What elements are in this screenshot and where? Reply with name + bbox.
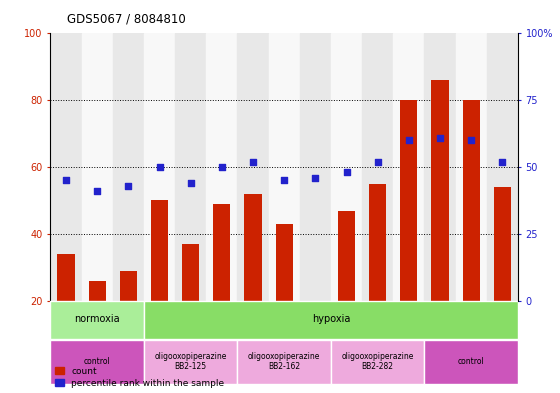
Point: [249, 158, 258, 165]
Bar: [494, 187, 511, 301]
Bar: [393, 33, 424, 301]
Bar: [369, 184, 386, 301]
Bar: [82, 33, 113, 301]
Bar: [151, 200, 168, 301]
Bar: [276, 224, 293, 301]
Bar: [487, 33, 518, 301]
Point: [467, 137, 476, 143]
Text: hypoxia: hypoxia: [312, 314, 350, 324]
Bar: [88, 281, 106, 301]
Bar: [144, 301, 518, 339]
Bar: [269, 33, 300, 301]
Bar: [175, 33, 206, 301]
Point: [62, 177, 71, 184]
Bar: [50, 33, 82, 301]
Point: [124, 183, 133, 189]
Text: oligooxopiperazine
BB2-162: oligooxopiperazine BB2-162: [248, 352, 320, 371]
Point: [498, 158, 507, 165]
Point: [342, 169, 351, 176]
Bar: [206, 33, 237, 301]
Bar: [50, 301, 144, 339]
Bar: [113, 33, 144, 301]
Bar: [144, 33, 175, 301]
Bar: [331, 340, 424, 384]
Text: oligooxopiperazine
BB2-125: oligooxopiperazine BB2-125: [155, 352, 227, 371]
Text: normoxia: normoxia: [74, 314, 120, 324]
Point: [279, 177, 289, 184]
Bar: [58, 254, 74, 301]
Bar: [144, 340, 237, 384]
Bar: [432, 80, 449, 301]
Bar: [120, 271, 137, 301]
Legend: count, percentile rank within the sample: count, percentile rank within the sample: [55, 367, 225, 387]
Point: [155, 164, 164, 170]
Bar: [338, 211, 355, 301]
Bar: [424, 340, 518, 384]
Point: [373, 158, 382, 165]
Text: oligooxopiperazine
BB2-282: oligooxopiperazine BB2-282: [342, 352, 414, 371]
Point: [311, 174, 320, 181]
Point: [92, 188, 102, 194]
Bar: [400, 100, 417, 301]
Point: [217, 164, 226, 170]
Bar: [182, 244, 199, 301]
Point: [404, 137, 413, 143]
Bar: [50, 340, 144, 384]
Bar: [424, 33, 456, 301]
Text: control: control: [458, 357, 484, 366]
Bar: [300, 33, 331, 301]
Bar: [456, 33, 487, 301]
Bar: [362, 33, 393, 301]
Point: [436, 134, 445, 141]
Bar: [237, 33, 269, 301]
Text: control: control: [84, 357, 110, 366]
Bar: [463, 100, 480, 301]
Point: [186, 180, 195, 186]
Text: GDS5067 / 8084810: GDS5067 / 8084810: [67, 13, 186, 26]
Bar: [213, 204, 230, 301]
Bar: [237, 340, 331, 384]
Bar: [331, 33, 362, 301]
Bar: [245, 194, 262, 301]
